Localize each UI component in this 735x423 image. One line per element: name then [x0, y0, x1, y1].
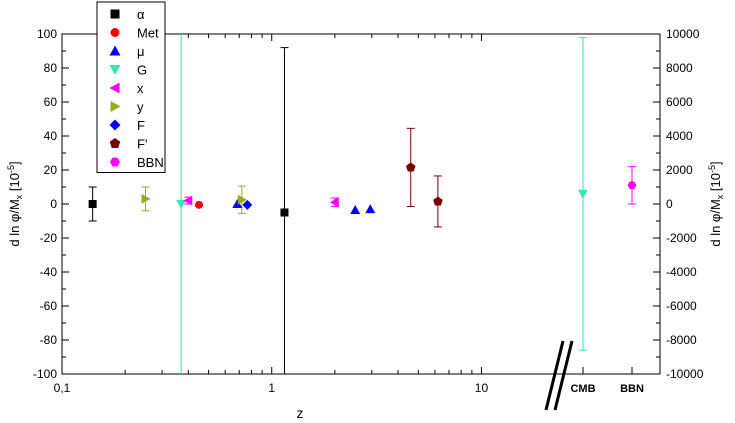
y-left-tick-label: 100 — [37, 27, 57, 41]
y-axis-left: -100 -80 -60 -40 -20 0 20 40 60 80 100 — [33, 27, 69, 381]
data-point-series — [350, 204, 361, 214]
axis-break-mark — [544, 340, 565, 411]
data-point-series — [365, 204, 376, 214]
legend-marker — [110, 28, 120, 37]
legend-label: BBN — [137, 155, 164, 170]
axis-break-mark — [553, 340, 574, 411]
legend-label: y — [137, 100, 144, 115]
y-right-tick-label: -8000 — [666, 333, 697, 347]
legend-label: Met — [137, 26, 159, 41]
y-left-tick-label: 60 — [44, 95, 58, 109]
y-axis-right-label: d ln φ/Mx [10-5] — [707, 161, 725, 246]
data-point-Met — [194, 200, 203, 209]
data-point-G — [176, 200, 187, 209]
y-axis-left-label: d ln φ/Mx [10-5] — [6, 161, 24, 246]
y-right-tick-label: 8000 — [666, 61, 693, 75]
y-left-tick-label: 40 — [44, 129, 58, 143]
error-bars — [88, 34, 636, 375]
data-point-F — [433, 196, 443, 206]
y-right-label-sup: -5 — [707, 165, 717, 173]
data-point-series — [88, 200, 97, 208]
x-tick-label: 1 — [268, 381, 275, 395]
y-left-tick-label: 0 — [50, 197, 57, 211]
x-tick-label: 0,1 — [54, 381, 71, 395]
y-right-tick-label: 10000 — [666, 27, 700, 41]
y-right-tick-label: 4000 — [666, 129, 693, 143]
legend-label: F' — [137, 137, 147, 152]
y-right-label-end: ] — [708, 161, 723, 165]
y-right-label-sub: x — [715, 194, 725, 199]
legend-label: G — [137, 63, 147, 78]
y-right-tick-label: 6000 — [666, 95, 693, 109]
legend-marker — [110, 9, 120, 19]
y-right-tick-label: -4000 — [666, 265, 697, 279]
y-right-label-mid: [10 — [708, 173, 723, 195]
data-point-F — [242, 199, 253, 210]
legend-label: x — [137, 81, 144, 96]
legend-label: F — [137, 118, 145, 133]
data-point-x — [183, 195, 193, 206]
y-left-tick-label: -100 — [33, 367, 57, 381]
legend-marker — [109, 138, 121, 148]
data-point-series — [280, 208, 289, 217]
y-left-tick-label: -40 — [40, 265, 58, 279]
data-point-y — [237, 194, 247, 205]
x-category-label-cmb: CMB — [570, 383, 595, 395]
y-left-label-sup: -5 — [6, 165, 16, 173]
data-point-y — [141, 193, 151, 204]
x-category-label-bbn: BBN — [620, 383, 644, 395]
y-left-label-end: ] — [7, 161, 22, 165]
legend-marker — [109, 119, 121, 131]
legend-marker — [109, 65, 121, 75]
y-left-tick-label: -60 — [40, 299, 58, 313]
y-left-label-base: d ln φ/M — [7, 199, 22, 246]
y-left-tick-label: -20 — [40, 231, 58, 245]
y-left-label-sub: x — [14, 194, 24, 199]
legend-box — [96, 1, 166, 173]
y-left-label-mid: [10 — [7, 173, 22, 195]
legend-marker — [109, 45, 121, 56]
y-right-tick-label: -10000 — [666, 367, 704, 381]
y-right-label-base: d ln φ/M — [708, 199, 723, 246]
legend-marker — [110, 101, 121, 112]
data-point-G — [578, 189, 588, 199]
data-point-x — [329, 197, 339, 208]
legend-label: μ — [137, 44, 145, 59]
y-left-tick-label: 80 — [44, 61, 58, 75]
legend-marker — [109, 82, 120, 94]
data-point-series — [232, 199, 243, 208]
data-point-BBN — [627, 181, 637, 190]
legend-marker — [110, 157, 120, 167]
y-axis-right: -10000 -8000 -6000 -4000 -2000 0 2000 4000 6000 8… — [653, 27, 704, 381]
y-left-tick-label: -80 — [40, 333, 58, 347]
y-right-tick-label: 2000 — [666, 163, 693, 177]
data-point-F — [405, 162, 416, 172]
y-right-tick-label: -6000 — [666, 299, 697, 313]
y-right-tick-label: -2000 — [666, 231, 697, 245]
markers — [88, 162, 637, 217]
y-right-tick-label: 0 — [666, 197, 673, 211]
y-left-tick-label: 20 — [44, 163, 58, 177]
legend-label: α — [137, 7, 145, 22]
x-tick-label: 10 — [475, 381, 489, 395]
x-axis-label: z — [297, 405, 304, 421]
